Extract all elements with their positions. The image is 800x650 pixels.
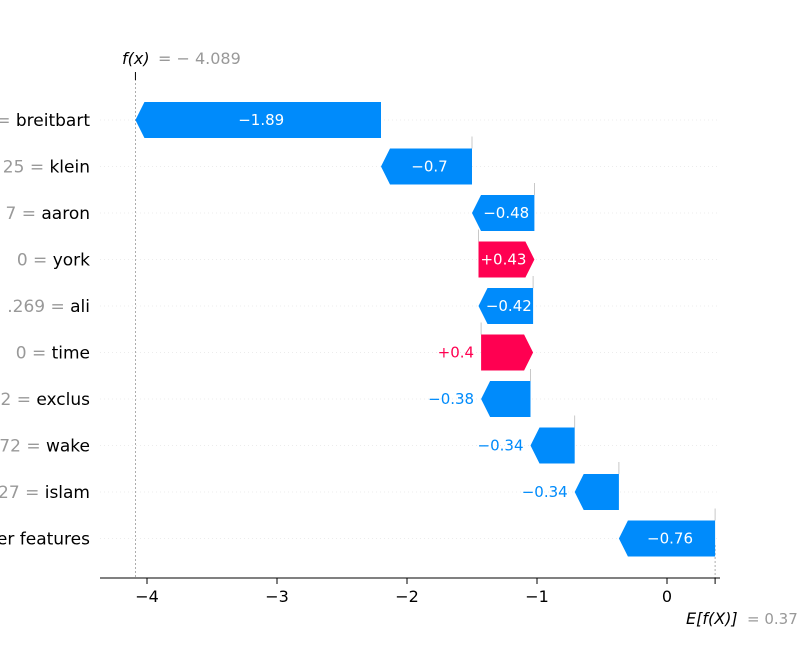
feature-label-row-1: = breitbart [0,111,90,131]
bar-row-10 [618,520,716,557]
feature-label-row-5: .269 = ali [7,297,90,317]
feature-name: wake [41,437,90,457]
bar-row-3 [472,195,535,231]
feature-name: breitbart [10,111,90,131]
grid-layer [100,72,720,578]
x-tick-label: 0 [662,587,672,606]
bar-layer [135,102,716,557]
feature-name: ali [65,297,90,317]
value-label-row-2: −0.7 [411,158,447,176]
value-label-row-9: −0.34 [522,483,568,501]
x-tick-label: −2 [395,587,419,606]
x-axis: −4 −3 −2 −1 0 [100,577,720,606]
bar-row-9 [574,474,619,510]
feature-value: 25 = [3,158,44,178]
label-layer: −1.89 = breitbart −0.7 25 = klein −0.48 7 = a… [0,111,693,550]
ex-value: = 0.37 [747,610,798,628]
feature-value: 0 = [17,251,47,271]
value-label-row-8: −0.34 [478,437,524,455]
value-label-row-4: +0.43 [480,251,526,269]
value-label-row-10: −0.76 [647,530,693,548]
bar-row-1 [135,102,381,138]
feature-value: er features [0,530,90,550]
feature-label-row-3: 7 = aaron [6,204,91,224]
feature-label-row-8: 72 = wake [0,437,90,457]
feature-value: .269 = [7,297,65,317]
bar-row-7 [481,381,531,417]
fx-value: = − 4.089 [158,49,241,68]
feature-name: exclus [31,390,90,410]
x-tick-label: −3 [265,587,289,606]
value-label-row-3: −0.48 [483,204,529,222]
feature-name: york [47,251,90,271]
bar-row-2 [381,148,472,185]
feature-value: 72 = [0,437,41,457]
value-label-row-7: −0.38 [428,390,474,408]
feature-value: 27 = [0,483,39,503]
feature-label-row-10: er features [0,530,90,550]
feature-label-row-7: 2 = exclus [1,390,91,410]
bar-row-4 [478,241,535,278]
feature-label-row-4: 0 = york [17,251,90,271]
value-label-row-6: +0.4 [438,344,474,362]
feature-value: 7 = [6,204,36,224]
feature-value: 2 = [1,390,31,410]
feature-label-row-2: 25 = klein [3,158,90,178]
bar-row-8 [530,427,575,464]
value-label-row-5: −0.42 [486,297,532,315]
feature-label-row-6: 0 = time [16,344,90,364]
fx-label: f(x) [122,49,150,68]
feature-name: islam [39,483,90,503]
feature-label-row-9: 27 = islam [0,483,90,503]
bar-row-6 [481,334,534,371]
feature-name: klein [44,158,90,178]
x-tick-label: −4 [135,587,159,606]
feature-name: time [46,344,90,364]
bar-row-5 [478,288,534,324]
feature-name: aaron [36,204,90,224]
feature-value: 0 = [16,344,46,364]
feature-value: = [0,111,10,131]
ex-label: E[f(X)] [686,609,738,628]
value-label-row-1: −1.89 [238,111,284,129]
x-tick-label: −1 [525,587,549,606]
